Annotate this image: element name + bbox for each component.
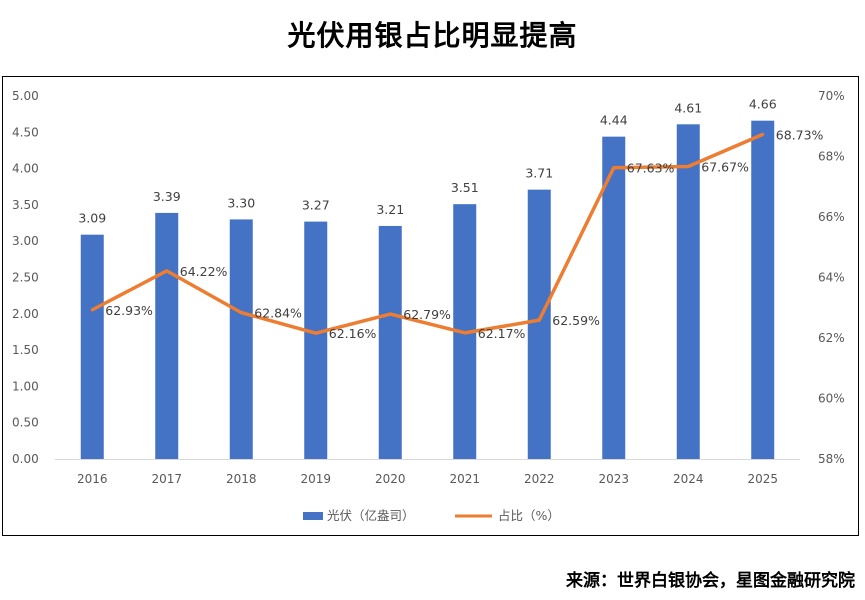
chart-frame xyxy=(2,76,859,536)
line-point xyxy=(90,308,94,312)
x-tick-label: 2016 xyxy=(77,472,108,486)
bar xyxy=(155,212,179,459)
bar-value-label: 3.71 xyxy=(525,166,553,181)
x-tick-label: 2021 xyxy=(449,472,480,486)
bar xyxy=(751,120,775,460)
right-tick-label: 68% xyxy=(818,150,845,164)
bar-data-labels: 3.09 3.39 3.30 3.27 3.21 3.51 3.71 4.44 4.61 4.66 xyxy=(78,97,776,226)
left-tick-label: 3.50 xyxy=(12,198,39,212)
right-tick-label: 70% xyxy=(818,89,845,103)
chart-title: 光伏用银占比明显提高 xyxy=(287,19,578,52)
left-tick-label: 5.00 xyxy=(12,89,39,103)
left-tick-label: 1.00 xyxy=(12,379,39,393)
line-point xyxy=(165,269,169,273)
line-value-label: 67.67% xyxy=(701,159,749,174)
line-value-label: 62.59% xyxy=(552,313,600,328)
x-tick-label: 2024 xyxy=(673,472,704,486)
bar xyxy=(229,219,253,459)
line-value-label: 67.63% xyxy=(627,161,675,176)
line-data-labels: 62.93% 64.22% 62.84% 62.16% 62.79% 62.17% 62.5… xyxy=(105,127,823,341)
bar xyxy=(80,234,104,459)
bar-value-label: 3.39 xyxy=(153,189,181,204)
right-tick-label: 64% xyxy=(818,271,845,285)
source-note: 来源：世界白银协会，星图金融研究院 xyxy=(566,571,855,591)
left-tick-label: 3.00 xyxy=(12,234,39,248)
line-value-label: 62.93% xyxy=(105,303,153,318)
legend: 光伏（亿盎司） 占比（%） xyxy=(303,508,560,523)
bar-value-label: 3.21 xyxy=(376,202,404,217)
line-value-label: 68.73% xyxy=(776,127,824,142)
right-tick-label: 66% xyxy=(818,210,845,224)
x-tick-label: 2017 xyxy=(151,472,182,486)
legend-bar-label: 光伏（亿盎司） xyxy=(327,508,415,523)
line-point xyxy=(314,331,318,335)
line-value-label: 62.16% xyxy=(329,326,377,341)
line-value-label: 62.84% xyxy=(254,306,302,321)
x-axis: 2016 2017 2018 2019 2020 2021 2022 2023 2024 2025 xyxy=(55,459,800,486)
left-tick-label: 0.50 xyxy=(12,416,39,430)
line-series xyxy=(90,132,765,335)
bar-value-label: 3.09 xyxy=(78,211,106,226)
left-tick-label: 4.50 xyxy=(12,125,39,139)
line-value-label: 64.22% xyxy=(180,264,228,279)
x-tick-label: 2019 xyxy=(300,472,331,486)
right-tick-label: 62% xyxy=(818,331,845,345)
legend-bar-swatch xyxy=(303,512,323,520)
bar-value-label: 3.51 xyxy=(451,180,479,195)
bar xyxy=(304,221,328,459)
bar-value-label: 3.30 xyxy=(227,195,255,210)
line-point xyxy=(239,311,243,315)
left-tick-label: 0.00 xyxy=(12,452,39,466)
right-tick-label: 58% xyxy=(818,452,845,466)
bar-value-label: 4.44 xyxy=(600,113,628,128)
left-axis: 0.00 0.50 1.00 1.50 2.00 2.50 3.00 3.50 4.00 4.50… xyxy=(12,89,39,466)
line-point xyxy=(686,164,690,168)
line-point xyxy=(388,312,392,316)
bar xyxy=(676,124,700,460)
right-tick-label: 60% xyxy=(818,392,845,406)
line-value-label: 62.79% xyxy=(403,307,451,322)
bar xyxy=(602,136,626,459)
left-tick-label: 4.00 xyxy=(12,162,39,176)
line-point xyxy=(761,132,765,136)
line-path xyxy=(91,132,764,335)
legend-line-label: 占比（%） xyxy=(498,508,560,523)
line-point xyxy=(463,331,467,335)
bar xyxy=(527,189,551,460)
line-point xyxy=(537,318,541,322)
line-value-label: 62.17% xyxy=(478,326,526,341)
bar-value-label: 4.66 xyxy=(749,97,777,112)
line-point xyxy=(612,166,616,170)
left-tick-label: 1.50 xyxy=(12,343,39,357)
x-tick-label: 2025 xyxy=(747,472,778,486)
x-tick-label: 2018 xyxy=(226,472,257,486)
bar-value-label: 3.27 xyxy=(302,198,330,213)
x-tick-label: 2023 xyxy=(598,472,629,486)
x-tick-label: 2022 xyxy=(524,472,555,486)
bar-value-label: 4.61 xyxy=(674,100,702,115)
right-axis: 58% 60% 62% 64% 66% 68% 70% xyxy=(818,89,845,466)
bar xyxy=(378,225,402,459)
left-tick-label: 2.50 xyxy=(12,271,39,285)
x-tick-label: 2020 xyxy=(375,472,406,486)
left-tick-label: 2.00 xyxy=(12,307,39,321)
